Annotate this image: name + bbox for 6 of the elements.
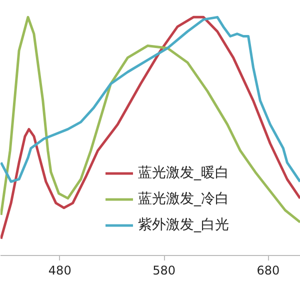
x-tick-label: 480 xyxy=(48,264,72,278)
legend-label: 蓝光激发_冷白 xyxy=(138,190,229,208)
legend-label: 蓝光激发_暖白 xyxy=(138,164,229,182)
x-tick-label: 580 xyxy=(152,264,176,278)
x-tick-label: 680 xyxy=(256,264,280,278)
legend-label: 紫外激发_白光 xyxy=(138,216,229,234)
